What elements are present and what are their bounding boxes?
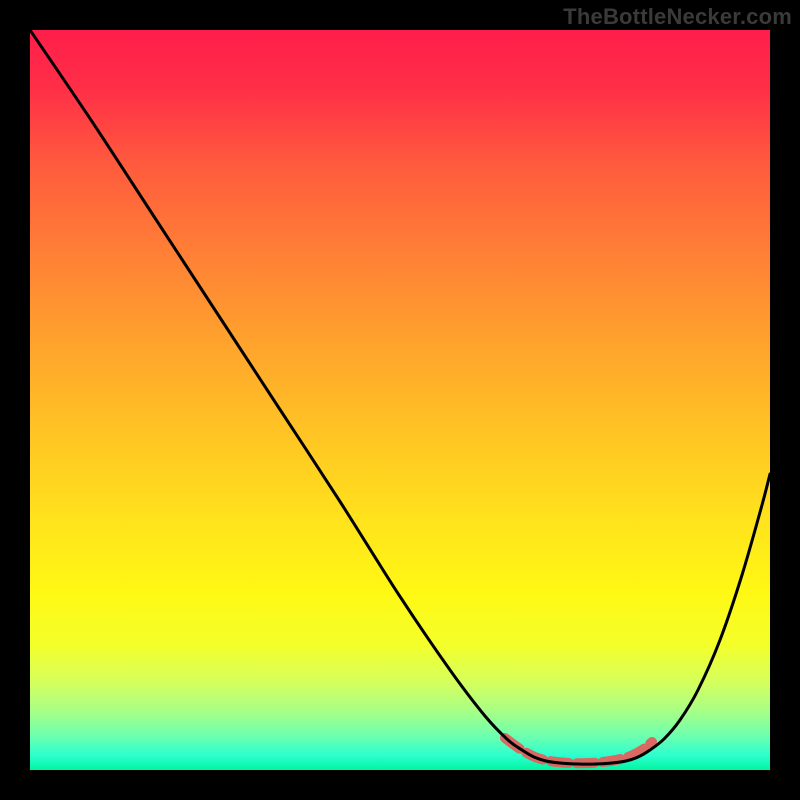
chart-curves xyxy=(30,30,770,770)
chart-frame xyxy=(30,30,770,770)
bottleneck-curve xyxy=(30,30,770,764)
watermark-text: TheBottleNecker.com xyxy=(563,4,792,30)
